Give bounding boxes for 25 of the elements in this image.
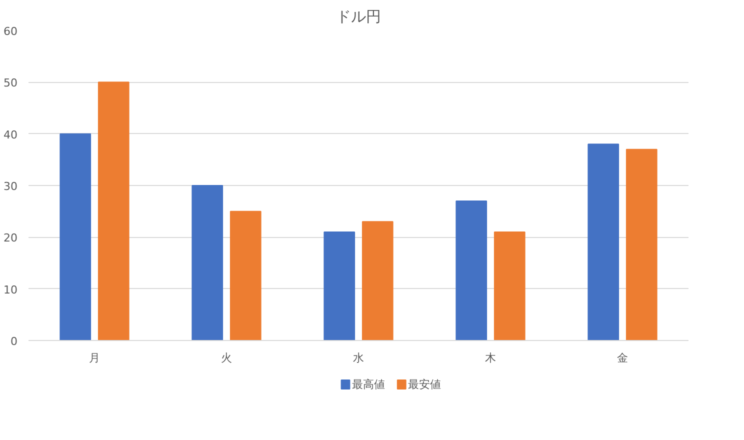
- legend-label: 最高値: [352, 378, 386, 391]
- y-tick-label: 60: [4, 25, 18, 38]
- bar: [588, 144, 620, 340]
- bar: [456, 200, 488, 340]
- bar: [192, 185, 224, 340]
- y-tick-label: 50: [4, 76, 18, 90]
- x-tick-label: 水: [353, 352, 364, 364]
- bar: [230, 210, 262, 340]
- y-tick-label: 30: [4, 180, 18, 193]
- x-tick-label: 木: [485, 352, 496, 364]
- bar: [626, 148, 658, 340]
- bar: [60, 133, 92, 340]
- y-tick-label: 10: [4, 283, 18, 296]
- y-tick-label: 0: [10, 335, 18, 348]
- bar: [362, 221, 394, 340]
- x-tick-label: 金: [617, 352, 628, 364]
- bar: [98, 82, 130, 340]
- x-tick-label: 火: [221, 352, 232, 364]
- y-tick-label: 20: [4, 232, 18, 245]
- legend-label: 最安値: [408, 378, 442, 391]
- chart-title: ドル円: [336, 8, 381, 26]
- bar: [494, 232, 526, 340]
- x-tick-label: 月: [89, 352, 100, 364]
- y-tick-label: 40: [4, 128, 18, 142]
- bar: [324, 232, 356, 340]
